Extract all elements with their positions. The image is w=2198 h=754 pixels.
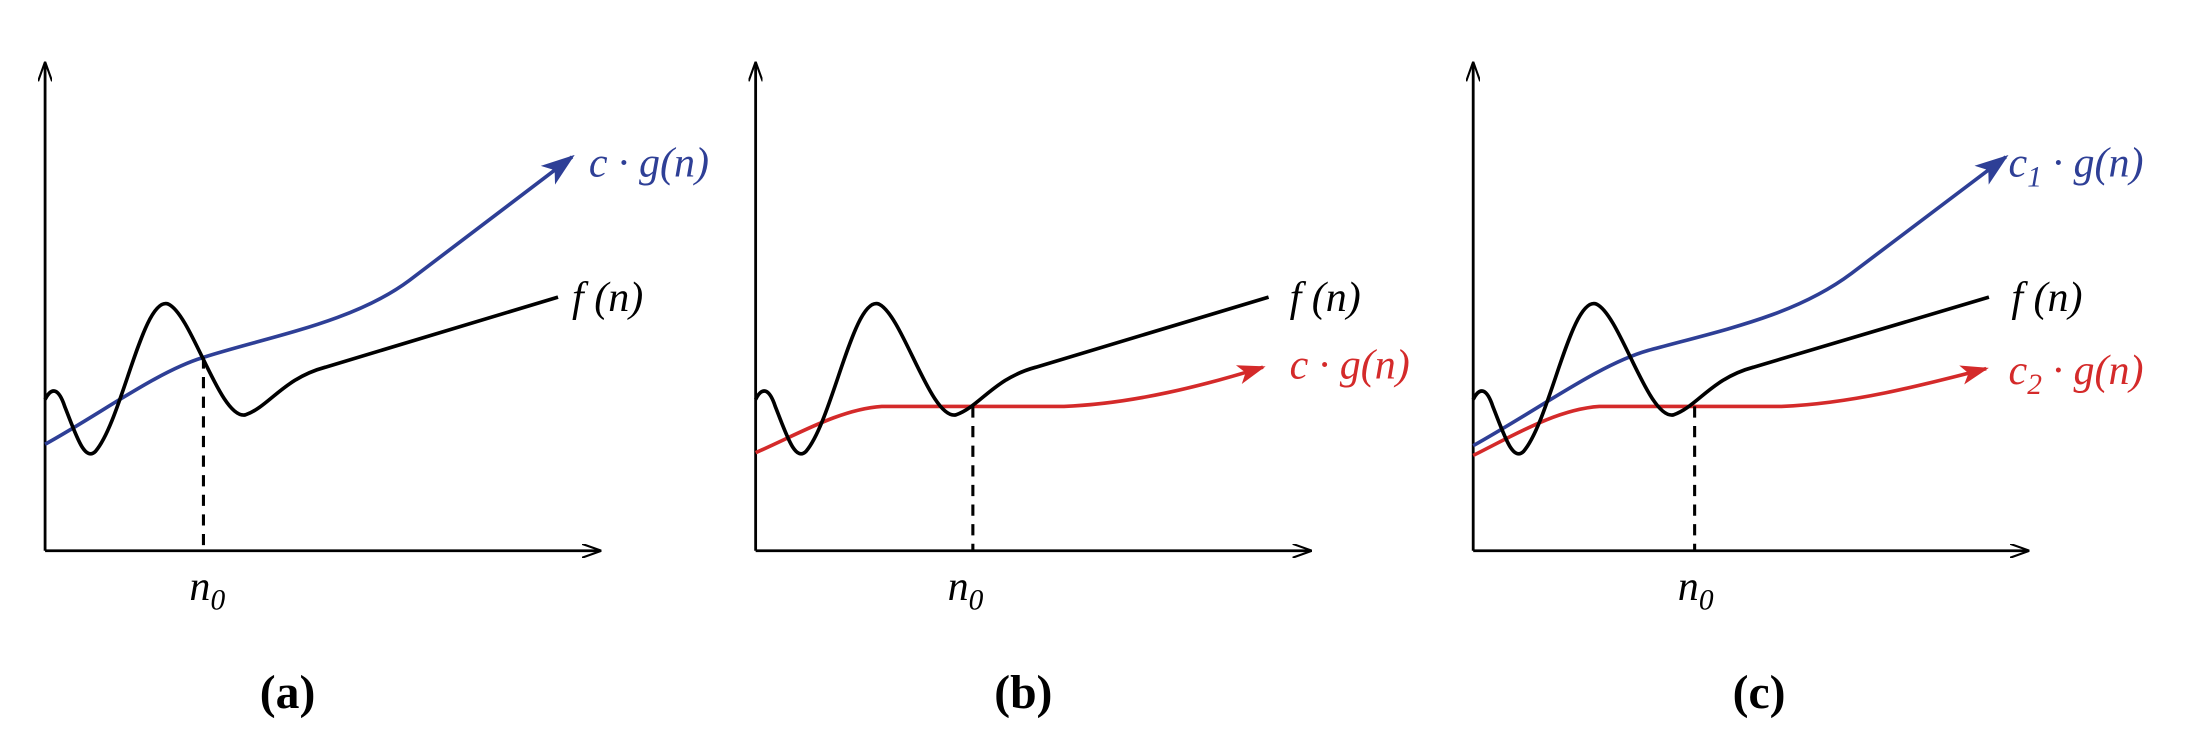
upper-curve (44, 154, 575, 446)
lower-curve (754, 365, 1266, 455)
caption: (a) (260, 667, 316, 719)
panel-b: n0 f (n) c · g(n) (b) (756, 63, 1410, 719)
label-rest: · g(n) (2042, 348, 2144, 394)
panel-a: n0 c · g(n) f (n) (a) (45, 63, 709, 719)
upper-curve (1472, 154, 2009, 448)
f-curve (754, 295, 1270, 456)
n0-sub: 0 (1699, 585, 1714, 617)
lower-label: c2 · g(n) (2009, 348, 2144, 401)
lower-label: c · g(n) (1290, 342, 1410, 388)
upper-label: c1 · g(n) (2009, 141, 2144, 194)
panel-c: n0 c1 · g(n) f (n) c2 · g(n) (c) (1471, 63, 2144, 719)
caption: (b) (994, 667, 1052, 719)
n0-sub: 0 (969, 585, 984, 617)
f-curve (1471, 295, 1990, 456)
n0-base: n (189, 564, 210, 610)
label-rest: · g(n) (2042, 141, 2144, 187)
label-base: c (2009, 348, 2028, 394)
f-curve (43, 295, 559, 456)
f-label: f (n) (2011, 275, 2082, 321)
label-base: c (2009, 141, 2028, 187)
label-sub: 2 (2027, 369, 2042, 401)
f-label: f (n) (572, 275, 643, 321)
n0-base: n (948, 564, 969, 610)
n0-label: n0 (1678, 564, 1714, 617)
label-sub: 1 (2027, 161, 2042, 193)
lower-curve (1472, 365, 1989, 458)
n0-base: n (1678, 564, 1699, 610)
n0-label: n0 (948, 564, 984, 617)
f-label: f (n) (1290, 275, 1361, 321)
n0-sub: 0 (210, 585, 225, 617)
n0-label: n0 (189, 564, 225, 617)
caption: (c) (1733, 667, 1786, 719)
upper-label: c · g(n) (589, 141, 709, 187)
